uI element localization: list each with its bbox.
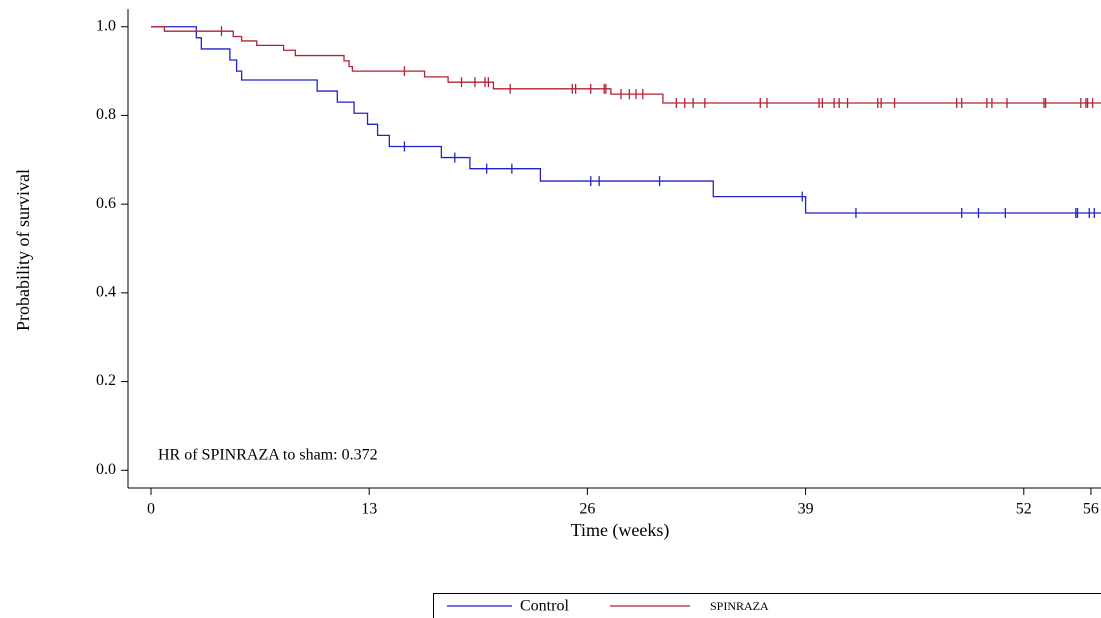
- survival-curve: [150, 26, 1101, 214]
- y-tick-label: 0.8: [96, 106, 116, 123]
- y-axis-label: Probability of survival: [13, 169, 33, 331]
- legend-label: Control: [520, 598, 569, 615]
- annotation: HR of SPINRAZA to sham: 0.372: [158, 447, 378, 464]
- x-tick-label: 26: [579, 501, 595, 518]
- y-tick-label: 0.6: [96, 195, 116, 212]
- x-tick-label: 0: [147, 501, 155, 518]
- x-tick-label: 56: [1083, 501, 1099, 518]
- x-tick-label: 13: [361, 501, 377, 518]
- survival-curve: [150, 26, 1101, 104]
- legend-box: [433, 593, 1101, 618]
- y-tick-label: 1.0: [96, 17, 116, 34]
- y-tick-label: 0.2: [96, 372, 116, 389]
- y-tick-label: 0.0: [96, 461, 116, 478]
- y-tick-label: 0.4: [96, 284, 116, 301]
- legend-label: SPINRAZA: [710, 599, 769, 613]
- x-tick-label: 39: [798, 501, 814, 518]
- x-axis-label: Time (weeks): [571, 520, 670, 541]
- x-tick-label: 52: [1016, 501, 1032, 518]
